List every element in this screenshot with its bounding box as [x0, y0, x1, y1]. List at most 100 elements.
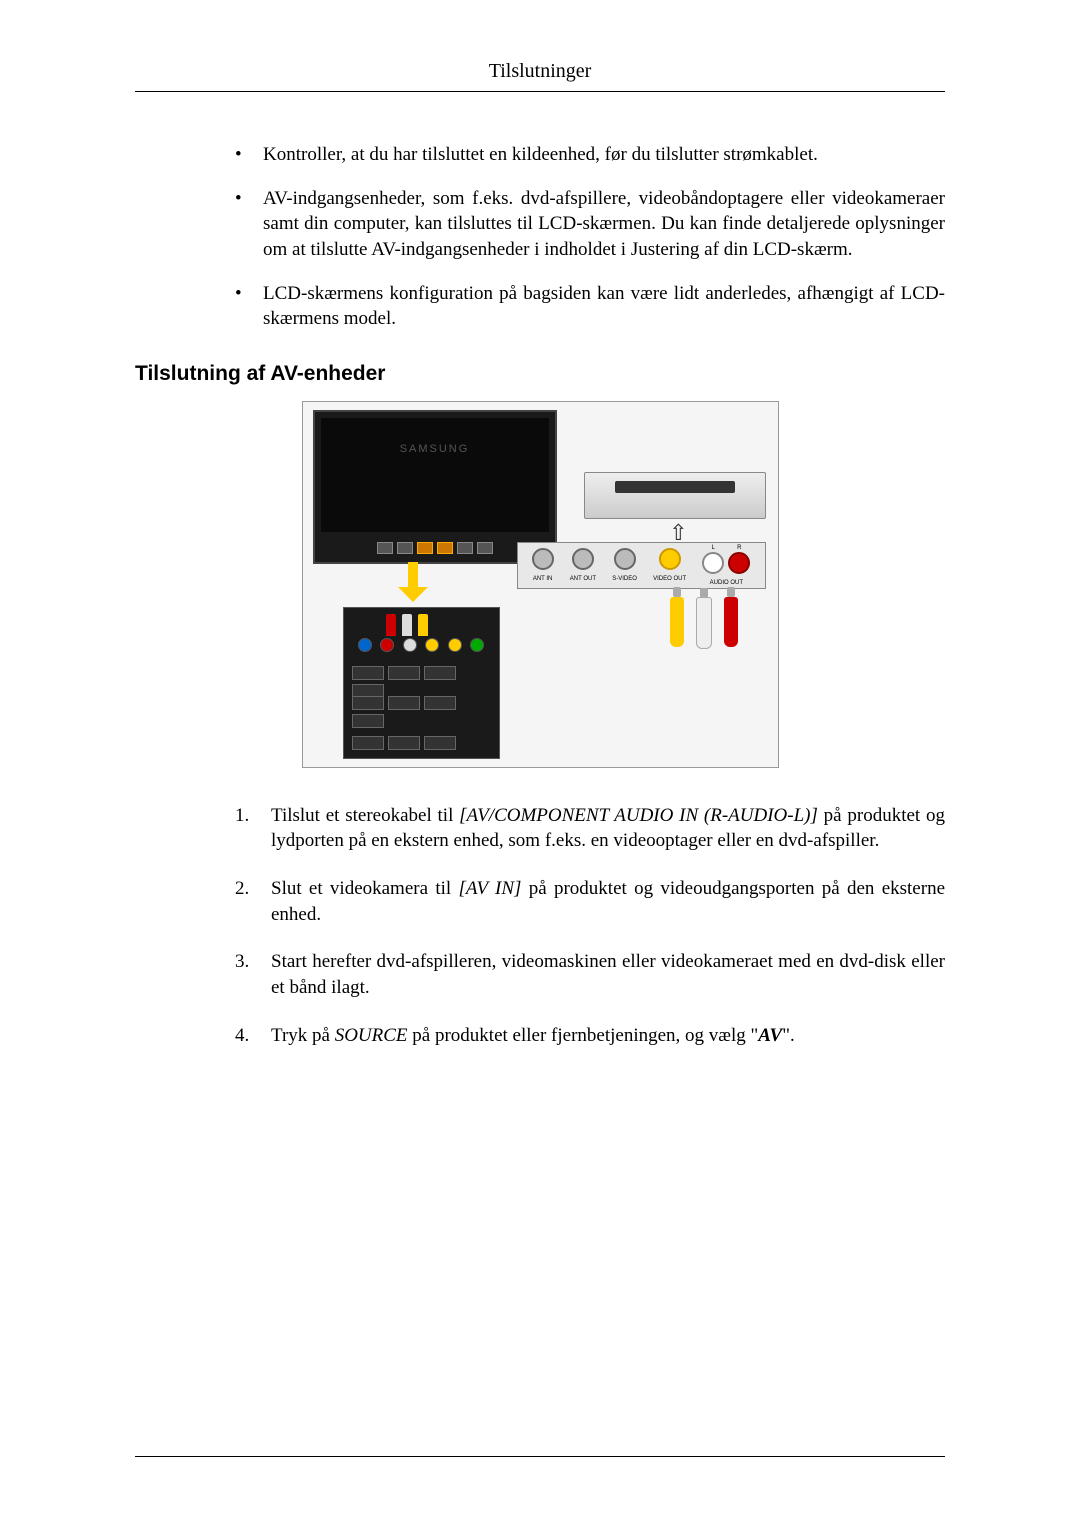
step-item: 1. Tilslut et stereokabel til [AV/COMPON… — [235, 803, 945, 854]
port-label-box — [424, 736, 456, 750]
tv-port-highlighted — [417, 542, 433, 554]
bullet-marker: • — [235, 281, 263, 332]
tv-bottom-ports — [345, 542, 525, 556]
jack-label-l: L — [712, 545, 715, 551]
step-text: Tilslut et stereokabel til [AV/COMPONENT… — [271, 803, 945, 854]
tv-monitor: SAMSUNG — [313, 410, 557, 564]
jack-white-icon — [702, 552, 724, 574]
bullet-marker: • — [235, 142, 263, 168]
plug-row — [386, 614, 428, 636]
tv-port — [457, 542, 473, 554]
bullet-item: • LCD-skærmens konfiguration på bagsiden… — [235, 281, 945, 332]
jack-label: VIDEO OUT — [653, 576, 686, 582]
port-label-row — [352, 666, 491, 698]
jack-icon — [614, 548, 636, 570]
tv-brand-label: SAMSUNG — [321, 443, 549, 455]
jack-video-out: VIDEO OUT — [653, 548, 686, 582]
port-icon — [425, 638, 439, 652]
port-label-box — [388, 736, 420, 750]
port-icon — [403, 638, 417, 652]
step-text: Slut et videokamera til [AV IN] på produ… — [271, 876, 945, 927]
step-number: 3. — [235, 949, 271, 1000]
step-number: 1. — [235, 803, 271, 854]
port-label-box — [388, 696, 420, 710]
port-label-box — [388, 666, 420, 680]
connection-diagram: SAMSUNG ⇧ ANT IN — [302, 401, 779, 768]
rca-cable-red-icon — [724, 597, 738, 647]
port-icon — [358, 638, 372, 652]
jack-ant-out: ANT OUT — [570, 548, 596, 582]
port-label-row — [352, 736, 491, 750]
step-tail: ". — [782, 1025, 795, 1046]
bullet-item: • AV-indgangsenheder, som f.eks. dvd-afs… — [235, 186, 945, 263]
tv-port — [477, 542, 493, 554]
jack-ant-in: ANT IN — [532, 548, 554, 582]
port-label-box — [352, 714, 384, 728]
bullet-text: AV-indgangsenheder, som f.eks. dvd-afspi… — [263, 186, 945, 263]
tv-port-highlighted — [437, 542, 453, 554]
bullet-text: Kontroller, at du har tilsluttet en kild… — [263, 142, 945, 168]
section-heading: Tilslutning af AV-enheder — [135, 362, 945, 386]
document-page: Tilslutninger • Kontroller, at du har ti… — [0, 0, 1080, 1527]
jack-label: S-VIDEO — [612, 576, 637, 582]
port-icon — [470, 638, 484, 652]
step-post: på produktet eller fjernbetjeningen, og … — [408, 1025, 759, 1046]
jack-label: ANT IN — [533, 576, 553, 582]
cable-plugs — [670, 597, 738, 649]
port-row — [354, 638, 489, 652]
tv-port — [397, 542, 413, 554]
port-label-box — [352, 696, 384, 710]
jack-audio-out: L R AUDIO OUT — [702, 545, 750, 586]
page-header-title: Tilslutninger — [135, 60, 945, 92]
step-pre: Start herefter dvd-afspilleren, videomas… — [271, 951, 945, 998]
jack-label-r: R — [737, 545, 741, 551]
jack-label: ANT OUT — [570, 576, 596, 582]
numbered-list: 1. Tilslut et stereokabel til [AV/COMPON… — [135, 803, 945, 1048]
step-emphasis: SOURCE — [335, 1025, 408, 1046]
port-label-row — [352, 696, 491, 728]
jack-label: AUDIO OUT — [710, 580, 743, 586]
device-rear-panel: ANT IN ANT OUT S-VIDEO VIDEO OUT — [517, 542, 766, 589]
port-label-box — [424, 666, 456, 680]
diagram-container: SAMSUNG ⇧ ANT IN — [135, 401, 945, 773]
step-pre: Tryk på — [271, 1025, 335, 1046]
rca-plug-red-icon — [386, 614, 396, 636]
arrow-down-icon — [398, 562, 428, 602]
bullet-marker: • — [235, 186, 263, 263]
port-label-box — [352, 666, 384, 680]
step-pre: Slut et videokamera til — [271, 878, 458, 899]
step-item: 2. Slut et videokamera til [AV IN] på pr… — [235, 876, 945, 927]
tv-port — [377, 542, 393, 554]
rca-plug-yellow-icon — [418, 614, 428, 636]
step-emphasis: [AV/COMPONENT AUDIO IN (R-AUDIO-L)] — [459, 805, 818, 826]
rca-cable-white-icon — [696, 597, 712, 649]
port-icon — [448, 638, 462, 652]
step-text: Tryk på SOURCE på produktet eller fjernb… — [271, 1023, 945, 1049]
jack-s-video: S-VIDEO — [612, 548, 637, 582]
step-number: 4. — [235, 1023, 271, 1049]
vcr-device — [584, 472, 766, 519]
tv-screen: SAMSUNG — [321, 418, 549, 532]
step-item: 4. Tryk på SOURCE på produktet eller fje… — [235, 1023, 945, 1049]
step-number: 2. — [235, 876, 271, 927]
jack-icon — [572, 548, 594, 570]
bullet-list: • Kontroller, at du har tilsluttet en ki… — [135, 142, 945, 332]
rca-plug-white-icon — [402, 614, 412, 636]
jack-red-icon — [728, 552, 750, 574]
footer-rule — [135, 1456, 945, 1457]
step-bold: AV — [758, 1025, 782, 1046]
jack-icon — [532, 548, 554, 570]
step-item: 3. Start herefter dvd-afspilleren, video… — [235, 949, 945, 1000]
bullet-text: LCD-skærmens konfiguration på bagsiden k… — [263, 281, 945, 332]
bullet-item: • Kontroller, at du har tilsluttet en ki… — [235, 142, 945, 168]
product-rear-panel — [343, 607, 500, 759]
step-pre: Tilslut et stereokabel til — [271, 805, 459, 826]
port-label-box — [424, 696, 456, 710]
rca-cable-yellow-icon — [670, 597, 684, 647]
vcr-slot — [615, 481, 735, 493]
port-icon — [380, 638, 394, 652]
step-emphasis: [AV IN] — [458, 878, 521, 899]
jack-yellow-icon — [659, 548, 681, 570]
step-text: Start herefter dvd-afspilleren, videomas… — [271, 949, 945, 1000]
port-label-box — [352, 736, 384, 750]
